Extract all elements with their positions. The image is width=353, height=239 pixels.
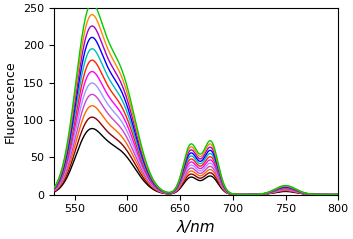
Y-axis label: Fluorescence: Fluorescence bbox=[4, 60, 17, 143]
X-axis label: λ/nm: λ/nm bbox=[176, 220, 215, 235]
